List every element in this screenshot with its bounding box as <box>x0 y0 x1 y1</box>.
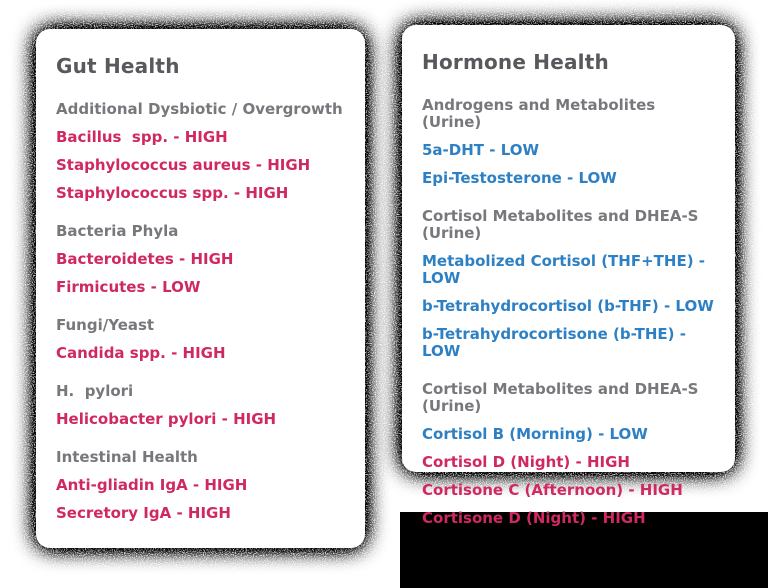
result-item: Staphylococcus spp. - HIGH <box>56 184 289 202</box>
result-item: Cortisone C (Afternoon) - HIGH <box>422 481 683 499</box>
result-item: Cortisol D (Night) - HIGH <box>422 453 630 471</box>
result-item: Helicobacter pylori - HIGH <box>56 410 277 428</box>
result-section: Cortisol Metabolites and DHEA-S (Urine) M… <box>422 208 715 360</box>
result-item: Candida spp. - HIGH <box>56 344 226 362</box>
result-section: Androgens and Metabolites (Urine) 5a-DHT … <box>422 97 715 187</box>
section-header: Bacteria Phyla <box>56 222 179 240</box>
result-item: b-Tetrahydrocortisol (b-THF) - LOW <box>422 297 714 315</box>
section-header: Androgens and Metabolites (Urine) <box>422 96 661 131</box>
section-header: Intestinal Health <box>56 448 198 466</box>
section-header: Cortisol Metabolites and DHEA-S (Urine) <box>422 380 704 415</box>
section-header: H. pylori <box>56 382 134 400</box>
result-section: H. pylori Helicobacter pylori - HIGH <box>56 383 345 428</box>
result-item: Cortisol B (Morning) - LOW <box>422 425 648 443</box>
card-title: Hormone Health <box>422 50 609 74</box>
result-section: Bacteria Phyla Bacteroidetes - HIGH Firmic… <box>56 223 345 296</box>
result-item: Staphylococcus aureus - HIGH <box>56 156 311 174</box>
result-item: Anti-gliadin IgA - HIGH <box>56 476 248 494</box>
section-header: Additional Dysbiotic / Overgrowth <box>56 100 343 118</box>
section-header: Fungi/Yeast <box>56 316 155 334</box>
result-item: Epi-Testosterone - LOW <box>422 169 617 187</box>
result-item: Bacteroidetes - HIGH <box>56 250 234 268</box>
background-black-region <box>400 512 768 588</box>
card-title: Gut Health <box>56 54 180 78</box>
result-item: b-Tetrahydrocortisone (b-THE) - LOW <box>422 325 692 360</box>
card-gut-health: Gut Health Additional Dysbiotic / Overgr… <box>36 29 365 548</box>
result-item: Metabolized Cortisol (THF+THE) - LOW <box>422 252 711 287</box>
section-header: Cortisol Metabolites and DHEA-S (Urine) <box>422 207 704 242</box>
result-item: Bacillus spp. - HIGH <box>56 128 228 146</box>
result-item: 5a-DHT - LOW <box>422 141 540 159</box>
result-section: Fungi/Yeast Candida spp. - HIGH <box>56 317 345 362</box>
result-section: Intestinal Health Anti-gliadin IgA - HIGH… <box>56 449 345 522</box>
result-section: Cortisol Metabolites and DHEA-S (Urine) C… <box>422 381 715 527</box>
card-sections: Androgens and Metabolites (Urine) 5a-DHT … <box>422 97 715 527</box>
result-item: Cortisone D (Night) - HIGH <box>422 509 646 527</box>
card-hormone-health: Hormone Health Androgens and Metabolites… <box>402 25 735 527</box>
result-section: Additional Dysbiotic / Overgrowth Bacillu… <box>56 101 345 202</box>
result-item: Secretory IgA - HIGH <box>56 504 231 522</box>
result-item: Firmicutes - LOW <box>56 278 201 296</box>
card-sections: Additional Dysbiotic / Overgrowth Bacillu… <box>56 101 345 522</box>
